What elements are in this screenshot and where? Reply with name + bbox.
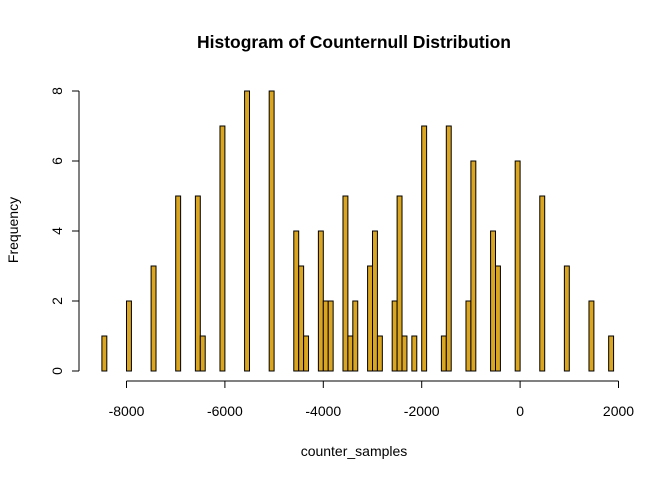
histogram-bar [372, 230, 378, 372]
histogram-bar [440, 335, 447, 372]
histogram-bar [175, 195, 182, 372]
y-axis-label: Frequency [5, 197, 21, 263]
histogram-bar [470, 160, 477, 372]
histogram-bar [298, 265, 305, 372]
histogram-bar [293, 230, 300, 372]
x-tick-label: -2000 [404, 403, 440, 419]
x-axis-ticks: -8000 -6000 -4000 -2000 0 2000 [109, 381, 634, 419]
histogram-bar [608, 335, 615, 372]
histogram-bar [317, 230, 324, 372]
histogram-bar [268, 90, 275, 372]
histogram-bar [303, 335, 310, 372]
histogram-bar [539, 195, 546, 372]
y-tick-label: 4 [49, 227, 65, 235]
histogram-bar [465, 300, 472, 372]
histogram-bar [219, 125, 226, 372]
histogram-bar [396, 195, 403, 372]
x-tick-label: -6000 [207, 403, 243, 419]
histogram-bar [327, 300, 334, 372]
x-tick-label: 0 [516, 403, 524, 419]
histogram-bar [342, 195, 349, 372]
y-tick-label: 0 [49, 367, 65, 375]
histogram-bar [495, 265, 501, 372]
histogram-bar [150, 265, 157, 372]
histogram-bar [244, 90, 251, 372]
histogram-bar [101, 335, 108, 372]
histogram-bar [391, 300, 398, 372]
y-axis-ticks: 0 2 4 6 8 [49, 87, 79, 375]
histogram-bar [445, 125, 452, 372]
histogram-bar [563, 265, 570, 372]
histogram-bar [367, 265, 373, 372]
y-tick-label: 2 [49, 297, 65, 305]
histogram-bar [514, 160, 521, 372]
histogram-bar [322, 300, 329, 372]
y-tick-label: 6 [49, 157, 65, 165]
histogram-bar [199, 335, 206, 372]
chart-title: Histogram of Counternull Distribution [197, 32, 511, 52]
x-axis-label: counter_samples [301, 443, 408, 459]
histogram-bar [411, 335, 418, 372]
histogram-bar [194, 195, 201, 372]
x-tick-label: 2000 [603, 403, 634, 419]
histogram-bar [347, 335, 354, 372]
x-tick-label: -4000 [305, 403, 341, 419]
histogram-bars [101, 90, 615, 372]
x-tick-label: -8000 [109, 403, 145, 419]
histogram-bar [421, 125, 428, 372]
histogram-bar [401, 335, 408, 372]
histogram-bar [126, 300, 132, 372]
histogram-bar [490, 230, 496, 372]
histogram-bar [588, 300, 595, 372]
histogram-bar [352, 300, 359, 372]
y-tick-label: 8 [49, 87, 65, 95]
histogram-bar [376, 335, 383, 372]
